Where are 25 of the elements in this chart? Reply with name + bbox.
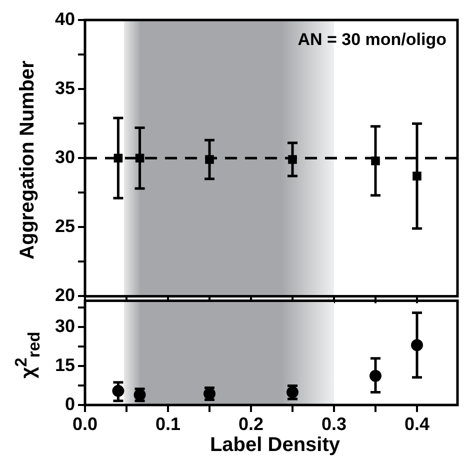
y-tick-label: 30 bbox=[54, 316, 75, 336]
point bbox=[371, 156, 380, 166]
y-tick-label: 25 bbox=[54, 216, 75, 236]
annotation: AN = 30 mon/oligo bbox=[298, 30, 446, 50]
point bbox=[288, 155, 297, 164]
point bbox=[370, 370, 382, 382]
point bbox=[411, 339, 423, 352]
point bbox=[112, 384, 124, 397]
x-axis-title: Label Density bbox=[208, 434, 342, 457]
x-tick-label: 0.4 bbox=[404, 414, 430, 434]
x-tick-label: 0.2 bbox=[238, 414, 264, 434]
y-tick-label: 20 bbox=[54, 285, 75, 306]
x-tick-label: 0.1 bbox=[155, 414, 181, 434]
y-axis-title: Aggregation Number bbox=[16, 60, 40, 260]
x-tick-label: 0.3 bbox=[321, 414, 347, 434]
text: 0.0 bbox=[72, 414, 98, 434]
point bbox=[412, 172, 422, 180]
y-tick-label: 35 bbox=[54, 78, 75, 98]
point bbox=[135, 154, 144, 162]
point bbox=[114, 154, 123, 162]
y-tick-label: 0 bbox=[64, 394, 75, 414]
y-tick-label: 40 bbox=[54, 8, 75, 29]
y-tick-label: 30 bbox=[54, 147, 75, 168]
point bbox=[205, 155, 214, 164]
y-tick-label: 15 bbox=[54, 354, 75, 375]
